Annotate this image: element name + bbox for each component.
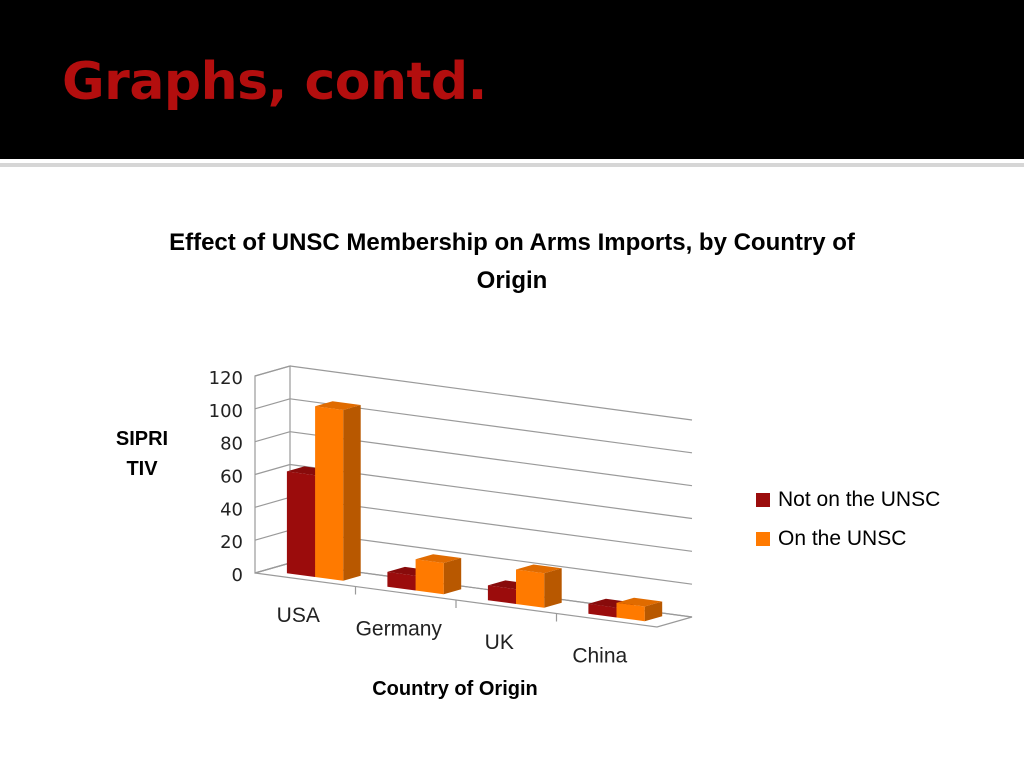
- wall-gridline-60: [254, 463, 291, 476]
- bar-on-the-unsc-china: [616, 602, 645, 622]
- x-tick-label: USA: [277, 604, 320, 627]
- chart-legend: Not on the UNSC On the UNSC: [756, 480, 940, 558]
- legend-swatch-on-unsc: [756, 531, 770, 546]
- legend-item-on-unsc: On the UNSC: [756, 519, 940, 558]
- y-tick-label: 40: [220, 499, 243, 520]
- bar-not-on-the-unsc-usa: [286, 471, 316, 577]
- wall-gridline-100: [254, 398, 291, 410]
- chart-floor: [254, 562, 693, 628]
- y-tick-label: 120: [209, 368, 243, 389]
- bar-side-on-the-unsc-germany: [443, 558, 462, 595]
- legend-swatch-not-on-unsc: [756, 492, 770, 507]
- y-tick-label: 20: [220, 532, 243, 553]
- slide-title: Graphs, contd.: [62, 52, 487, 112]
- bar-top-on-the-unsc-usa: [315, 401, 361, 410]
- legend-label-on-unsc: On the UNSC: [778, 526, 907, 550]
- bar-on-the-unsc-usa: [315, 406, 344, 581]
- title-bar: [0, 0, 1024, 159]
- bar-side-on-the-unsc-usa: [343, 405, 361, 581]
- legend-label-not-on-unsc: Not on the UNSC: [778, 487, 941, 511]
- bar-not-on-the-unsc-germany: [387, 571, 416, 591]
- x-tick-label: China: [572, 644, 627, 667]
- legend-item-not-on-unsc: Not on the UNSC: [756, 480, 940, 519]
- x-axis-label: Country of Origin: [372, 678, 538, 700]
- bar-top-on-the-unsc-china: [616, 597, 663, 607]
- y-tick-label: 80: [220, 434, 243, 455]
- bar-not-on-the-unsc-uk: [487, 585, 516, 604]
- bar-top-on-the-unsc-uk: [516, 564, 562, 574]
- wall-gridline-80: [254, 431, 291, 443]
- y-tick-label: 60: [220, 467, 243, 488]
- header-divider: [0, 163, 1024, 167]
- chart-title: Effect of UNSC Membership on Arms Import…: [169, 229, 855, 294]
- y-tick-label: 100: [209, 401, 243, 422]
- bar-not-on-the-unsc-china: [588, 603, 617, 618]
- y-tick-label: 0: [232, 565, 243, 586]
- bar-on-the-unsc-uk: [516, 569, 545, 608]
- gridline-120: [289, 365, 693, 421]
- wall-gridline-120: [254, 365, 291, 377]
- bar-top-on-the-unsc-germany: [415, 554, 462, 563]
- bar-side-on-the-unsc-uk: [544, 568, 562, 608]
- bar-side-on-the-unsc-china: [644, 601, 663, 622]
- bar-on-the-unsc-germany: [415, 559, 444, 595]
- x-tick-label: Germany: [356, 617, 443, 640]
- wall-gridline-20: [254, 529, 291, 541]
- x-tick-label: UK: [485, 631, 514, 654]
- wall-gridline-40: [254, 496, 291, 508]
- y-axis-label: SIPRI TIV: [115, 428, 169, 480]
